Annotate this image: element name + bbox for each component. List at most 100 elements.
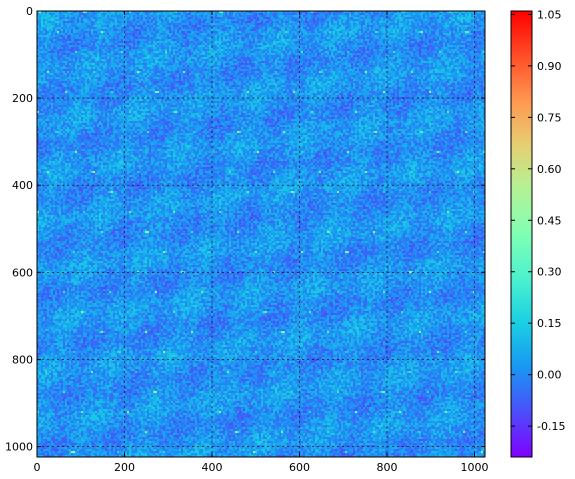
- heatmap-cell: [229, 53, 232, 56]
- heatmap-cell: [393, 15, 396, 18]
- heatmap-cell: [291, 17, 294, 20]
- heatmap-cell: [181, 19, 184, 22]
- heatmap-cell: [413, 27, 416, 30]
- heatmap-cell: [417, 49, 420, 52]
- heatmap-cell: [331, 31, 334, 34]
- heatmap-cell: [133, 45, 136, 48]
- heatmap-cell: [365, 47, 368, 50]
- heatmap-cell: [287, 21, 290, 24]
- heatmap-cell: [397, 13, 400, 16]
- heatmap-cell: [373, 25, 376, 28]
- heatmap-cell: [371, 35, 374, 38]
- heatmap-cell: [163, 23, 166, 26]
- heatmap-cell: [251, 21, 254, 24]
- heatmap-cell: [281, 13, 284, 16]
- heatmap-cell: [63, 33, 66, 36]
- heatmap-cell: [421, 53, 424, 56]
- heatmap-cell: [297, 25, 300, 28]
- heatmap-cell: [151, 39, 154, 42]
- heatmap-cell: [245, 47, 248, 50]
- heatmap-cell: [205, 21, 208, 24]
- heatmap-cell: [323, 37, 326, 40]
- heatmap-cell: [47, 21, 50, 24]
- heatmap-cell: [291, 53, 294, 56]
- heatmap-cell: [155, 43, 158, 46]
- heatmap-cell: [339, 21, 342, 24]
- heatmap-cell: [307, 35, 310, 38]
- heatmap-cell: [257, 15, 260, 18]
- heatmap-cell: [453, 15, 456, 18]
- heatmap-cell: [211, 23, 214, 26]
- heatmap-cell: [143, 21, 146, 24]
- heatmap-cell: [89, 11, 92, 14]
- heatmap-cell: [433, 13, 436, 16]
- heatmap-cell: [53, 53, 56, 56]
- heatmap-cell: [221, 23, 224, 26]
- heatmap-cell: [455, 53, 458, 56]
- heatmap-cell: [141, 33, 144, 36]
- heatmap-cell: [393, 13, 396, 16]
- heatmap-cell: [135, 51, 138, 54]
- heatmap-cell: [331, 25, 334, 28]
- heatmap-cell: [217, 15, 220, 18]
- heatmap-cell: [417, 11, 420, 14]
- heatmap-cell: [55, 55, 58, 58]
- heatmap-cell: [471, 15, 474, 18]
- heatmap-cell: [281, 51, 284, 54]
- heatmap-cell: [253, 53, 256, 56]
- heatmap-cell: [161, 29, 164, 32]
- heatmap-cell: [147, 27, 150, 30]
- heatmap-cell: [149, 23, 152, 26]
- heatmap-cell: [91, 47, 94, 50]
- heatmap-cell: [207, 11, 210, 14]
- heatmap-cell: [297, 37, 300, 40]
- heatmap-cell: [429, 21, 432, 24]
- heatmap-cell: [135, 47, 138, 50]
- heatmap-cell: [275, 27, 278, 30]
- heatmap-cell: [137, 17, 140, 20]
- heatmap-cell: [129, 41, 132, 44]
- heatmap-cell: [395, 29, 398, 32]
- heatmap-cell: [181, 35, 184, 38]
- heatmap-cell: [173, 29, 176, 32]
- heatmap-cell: [445, 21, 448, 24]
- heatmap-cell: [227, 19, 230, 22]
- heatmap-cell: [83, 13, 86, 16]
- heatmap-cell: [403, 19, 406, 22]
- heatmap-cell: [277, 21, 280, 24]
- heatmap-cell: [69, 39, 72, 42]
- heatmap-cell: [457, 43, 460, 46]
- heatmap-cell: [459, 43, 462, 46]
- heatmap-cell: [107, 27, 110, 30]
- heatmap-cell: [93, 33, 96, 36]
- heatmap-cell: [445, 35, 448, 38]
- heatmap-cell: [439, 53, 442, 56]
- heatmap-cell: [359, 37, 362, 40]
- heatmap-cell: [447, 49, 450, 52]
- heatmap-cell: [261, 45, 264, 48]
- heatmap-cell: [343, 35, 346, 38]
- heatmap-cell: [387, 29, 390, 32]
- heatmap-cell: [41, 41, 44, 44]
- heatmap-cell: [245, 23, 248, 26]
- heatmap-cell: [93, 11, 96, 14]
- heatmap-cell: [289, 33, 292, 36]
- heatmap-cell: [267, 13, 270, 16]
- heatmap-cell: [309, 19, 312, 22]
- heatmap-cell: [397, 27, 400, 30]
- heatmap-cell: [169, 19, 172, 22]
- heatmap-cell: [435, 51, 438, 54]
- heatmap-cell: [365, 23, 368, 26]
- heatmap-cell: [235, 27, 238, 30]
- heatmap-cell: [419, 41, 422, 44]
- heatmap-cell: [149, 11, 152, 14]
- heatmap-cell: [307, 41, 310, 44]
- heatmap-cell: [131, 13, 134, 16]
- heatmap-cell: [97, 15, 100, 18]
- heatmap-cell: [447, 11, 450, 14]
- heatmap-cell: [151, 29, 154, 32]
- heatmap-cell: [385, 21, 388, 24]
- heatmap-cell: [231, 13, 234, 16]
- heatmap-cell: [327, 41, 330, 44]
- heatmap-cell: [323, 25, 326, 28]
